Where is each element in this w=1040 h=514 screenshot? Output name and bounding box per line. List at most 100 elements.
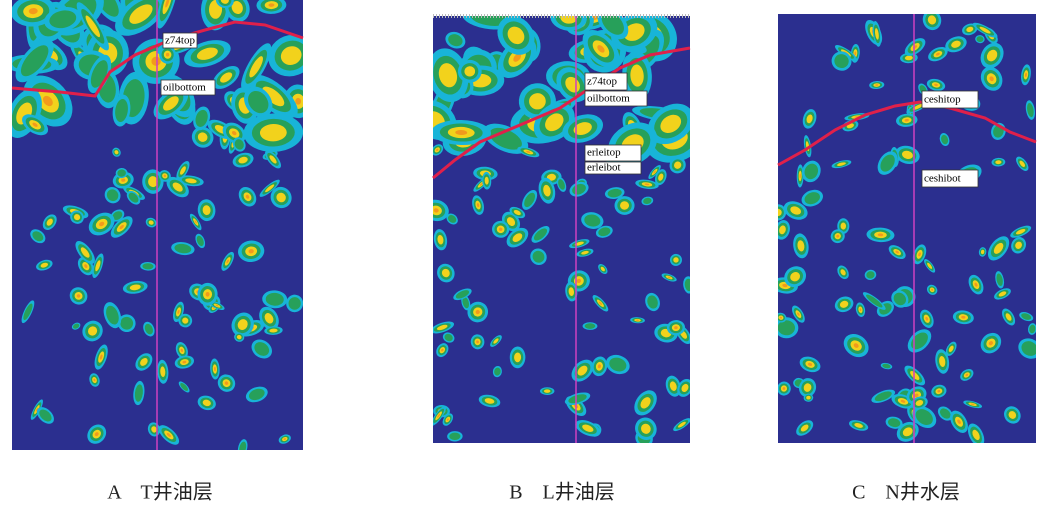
amplitude-blob — [151, 426, 157, 433]
horizon-label: z74top — [165, 35, 195, 47]
amplitude-blob — [231, 1, 243, 15]
amplitude-blob — [925, 316, 929, 321]
amplitude-blob — [887, 418, 901, 428]
amplitude-blob — [269, 328, 278, 333]
amplitude-blob — [455, 290, 470, 299]
horizon-label: ceshitop — [924, 94, 961, 106]
amplitude-blob — [882, 363, 891, 369]
amplitude-blob — [607, 188, 622, 198]
amplitude-blob — [778, 208, 782, 217]
amplitude-blob — [1021, 313, 1032, 320]
amplitude-blob — [87, 326, 98, 336]
amplitude-blob — [998, 291, 1007, 297]
amplitude-blob — [904, 118, 909, 122]
amplitude-blob — [584, 323, 596, 329]
amplitude-blob — [245, 194, 250, 199]
amplitude-blob — [803, 383, 812, 392]
amplitude-blob — [262, 86, 285, 107]
amplitude-blob — [117, 169, 126, 177]
amplitude-blob — [506, 217, 516, 226]
amplitude-blob — [224, 381, 229, 385]
amplitude-blob — [144, 323, 153, 335]
amplitude-blob — [543, 184, 551, 197]
amplitude-blob — [205, 292, 210, 297]
amplitude-blob — [782, 283, 788, 288]
amplitude-blob — [543, 389, 551, 393]
amplitude-blob — [484, 398, 495, 404]
amplitude-blob — [115, 99, 128, 123]
amplitude-blob — [148, 220, 154, 225]
amplitude-blob — [494, 367, 501, 376]
amplitude-blob — [674, 326, 678, 330]
amplitude-blob — [568, 287, 575, 297]
amplitude-blob — [658, 173, 664, 181]
amplitude-blob — [904, 55, 913, 61]
amplitude-blob — [939, 355, 946, 367]
amplitude-blob — [99, 354, 103, 360]
amplitude-blob — [568, 394, 587, 404]
horizon-label: oilbottom — [587, 93, 630, 105]
amplitude-blob — [840, 222, 847, 230]
amplitude-blob — [446, 418, 449, 421]
amplitude-blob — [265, 184, 275, 193]
amplitude-blob — [220, 72, 233, 83]
amplitude-blob — [106, 305, 119, 325]
amplitude-blob — [533, 228, 548, 241]
amplitude-blob — [577, 365, 588, 376]
horizon-label: z74top — [587, 76, 617, 88]
horizon-label: ceshibot — [924, 173, 961, 185]
amplitude-blob — [73, 323, 80, 329]
panel-a-horizon — [11, 20, 304, 98]
amplitude-blob — [840, 269, 846, 276]
amplitude-blob — [163, 96, 179, 111]
amplitude-blob — [283, 438, 286, 441]
amplitude-blob — [498, 227, 503, 231]
label-box — [160, 79, 216, 96]
amplitude-blob — [546, 173, 556, 181]
amplitude-blob — [269, 155, 277, 164]
amplitude-blob — [623, 23, 645, 41]
amplitude-blob — [866, 271, 875, 279]
amplitude-blob — [797, 240, 805, 252]
amplitude-blob — [643, 197, 652, 205]
amplitude-blob — [40, 262, 49, 268]
label-box — [584, 72, 628, 91]
amplitude-blob — [73, 214, 81, 221]
amplitude-blob — [213, 366, 216, 372]
amplitude-blob — [529, 93, 546, 110]
amplitude-blob — [20, 45, 49, 77]
amplitude-blob — [640, 397, 651, 409]
amplitude-blob — [436, 148, 439, 152]
amplitude-blob — [185, 178, 197, 184]
amplitude-blob — [35, 407, 39, 412]
amplitude-blob — [545, 113, 564, 132]
amplitude-blob — [437, 234, 444, 245]
panel-b-horizon — [432, 46, 691, 180]
amplitude-blob — [475, 309, 480, 315]
amplitude-blob — [172, 182, 183, 192]
amplitude-blob — [979, 26, 991, 34]
amplitude-blob — [660, 114, 682, 133]
amplitude-blob — [196, 235, 204, 247]
amplitude-blob — [644, 183, 650, 186]
amplitude-blob — [476, 203, 480, 208]
amplitude-blob — [23, 303, 33, 320]
label-box — [921, 90, 979, 109]
amplitude-blob — [804, 192, 820, 205]
amplitude-blob — [220, 0, 229, 4]
amplitude-blob — [194, 220, 197, 224]
amplitude-blob — [177, 309, 180, 314]
amplitude-blob — [288, 297, 301, 310]
amplitude-blob — [806, 395, 811, 400]
amplitude-blob — [180, 382, 189, 391]
amplitude-blob — [915, 409, 933, 425]
amplitude-blob — [237, 319, 248, 330]
amplitude-blob — [989, 76, 994, 82]
amplitude-blob — [512, 233, 523, 243]
amplitude-blob — [196, 47, 218, 60]
amplitude-blob — [854, 423, 863, 428]
amplitude-blob — [39, 409, 52, 422]
amplitude-blob — [441, 268, 450, 278]
amplitude-blob — [295, 97, 302, 105]
amplitude-blob — [684, 278, 690, 292]
